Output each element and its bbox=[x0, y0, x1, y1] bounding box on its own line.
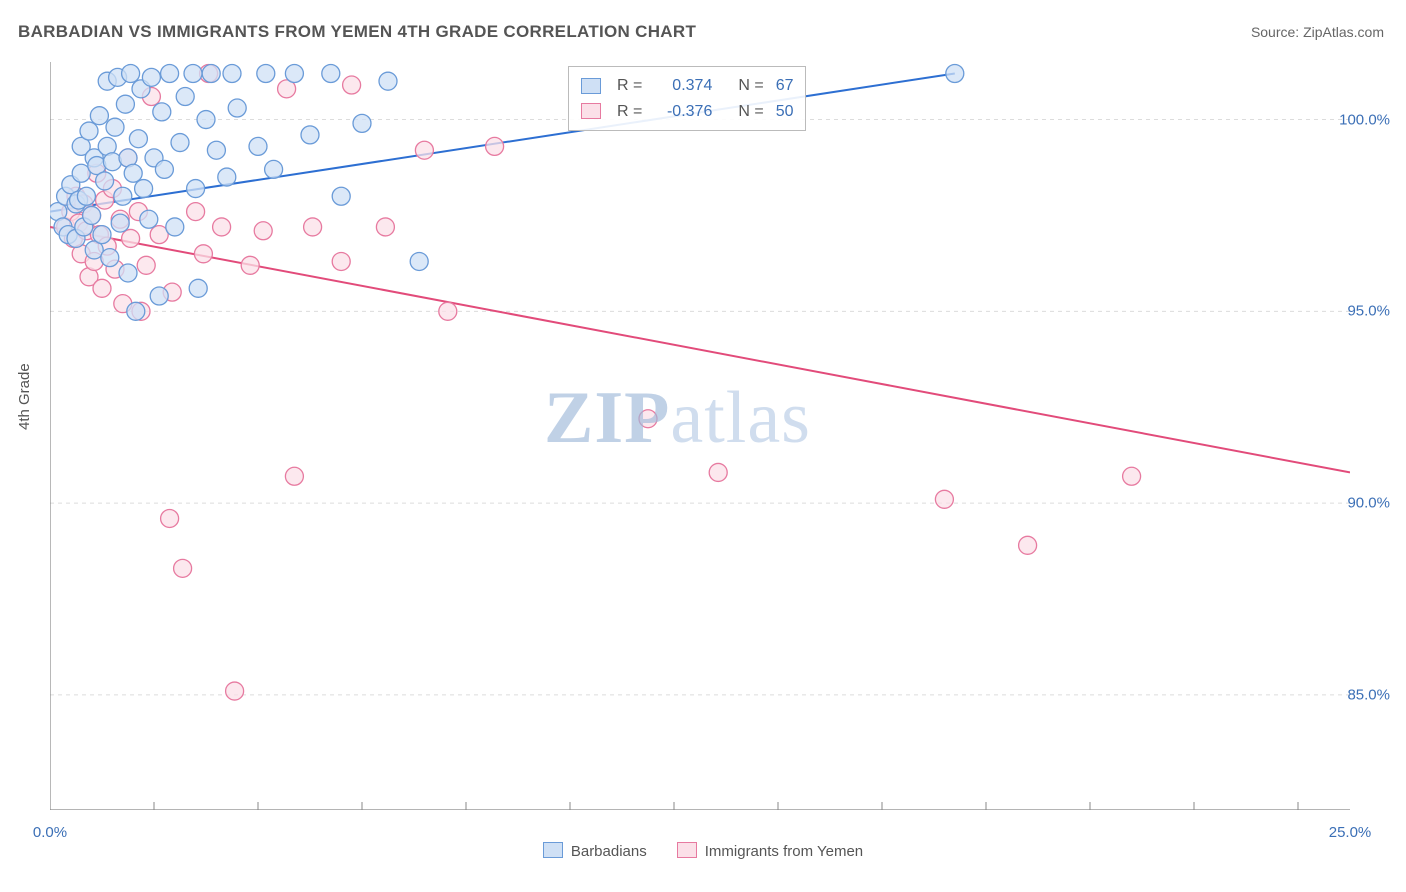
barbadians-swatch-icon bbox=[581, 78, 601, 94]
stats-row-barbadians: R = 0.374 N = 67 bbox=[581, 73, 793, 99]
bottom-legend: Barbadians Immigrants from Yemen bbox=[0, 842, 1406, 860]
barbadians-swatch-icon bbox=[543, 842, 563, 858]
legend-item-yemen: Immigrants from Yemen bbox=[677, 842, 863, 860]
stats-row-yemen: R = -0.376 N = 50 bbox=[581, 99, 793, 125]
legend-item-barbadians: Barbadians bbox=[543, 842, 647, 860]
scatter-chart bbox=[50, 62, 1350, 810]
source-label: Source: ZipAtlas.com bbox=[1251, 24, 1384, 40]
yemen-swatch-icon bbox=[581, 103, 601, 119]
page-title: BARBADIAN VS IMMIGRANTS FROM YEMEN 4TH G… bbox=[18, 22, 696, 42]
y-axis-label: 4th Grade bbox=[16, 363, 33, 430]
yemen-swatch-icon bbox=[677, 842, 697, 858]
correlation-stats-box: R = 0.374 N = 67 R = -0.376 N = 50 bbox=[568, 66, 806, 131]
